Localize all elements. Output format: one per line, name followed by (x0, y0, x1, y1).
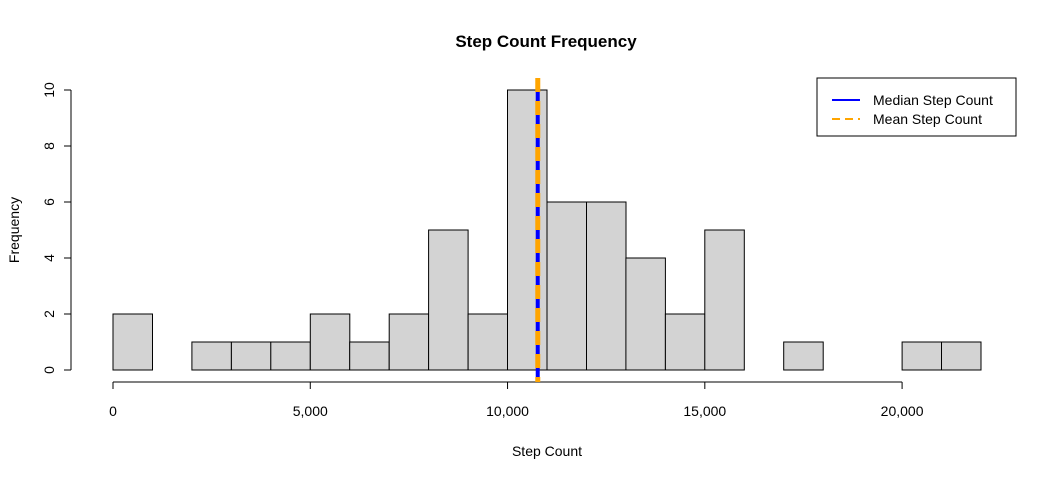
legend: Median Step Count Mean Step Count (816, 77, 1017, 137)
histogram-bar-14 (664, 313, 706, 371)
histogram-bar-5 (309, 313, 351, 371)
chart-title: Step Count Frequency (455, 32, 637, 51)
y-axis: 0 2 4 6 8 10 (41, 82, 72, 374)
histogram-bar-12 (586, 201, 627, 371)
histogram-bar-8 (428, 229, 469, 371)
histogram-bar-15 (704, 229, 745, 371)
y-tick-label-3: 6 (41, 198, 57, 206)
histogram-bar-17 (783, 341, 824, 371)
x-tick-label-2: 10,000 (486, 403, 529, 419)
histogram-bar-7 (388, 313, 430, 371)
y-tick-label-0: 0 (41, 366, 57, 374)
y-tick-label-2: 4 (41, 254, 57, 262)
x-tick-label-0: 0 (109, 403, 117, 419)
legend-label-0: Median Step Count (873, 92, 993, 108)
histogram-bar-21 (941, 341, 982, 371)
x-tick-label-4: 20,000 (881, 403, 924, 419)
histogram-bar-6 (349, 341, 390, 371)
y-axis-label: Frequency (6, 197, 22, 263)
x-tick-label-1: 5,000 (293, 403, 328, 419)
y-tick-label-4: 8 (41, 142, 57, 150)
legend-box (816, 77, 1017, 137)
x-axis-label: Step Count (512, 443, 582, 459)
histogram-bar-9 (467, 313, 509, 371)
histogram-bar-0 (112, 313, 153, 371)
y-tick-label-5: 10 (41, 82, 57, 98)
histogram-bar-13 (625, 257, 666, 371)
histogram-bar-10 (507, 89, 548, 371)
x-axis: 0 5,000 10,000 15,000 20,000 (109, 381, 924, 419)
legend-label-1: Mean Step Count (873, 111, 982, 127)
histogram-bar-2 (191, 341, 232, 371)
y-tick-label-1: 2 (41, 310, 57, 318)
histogram-bar-11 (546, 201, 587, 371)
histogram-bar-4 (270, 341, 311, 371)
histogram-bar-20 (901, 341, 943, 371)
histogram-bar-3 (230, 341, 272, 371)
bars-group (112, 89, 982, 371)
x-tick-label-3: 15,000 (683, 403, 726, 419)
